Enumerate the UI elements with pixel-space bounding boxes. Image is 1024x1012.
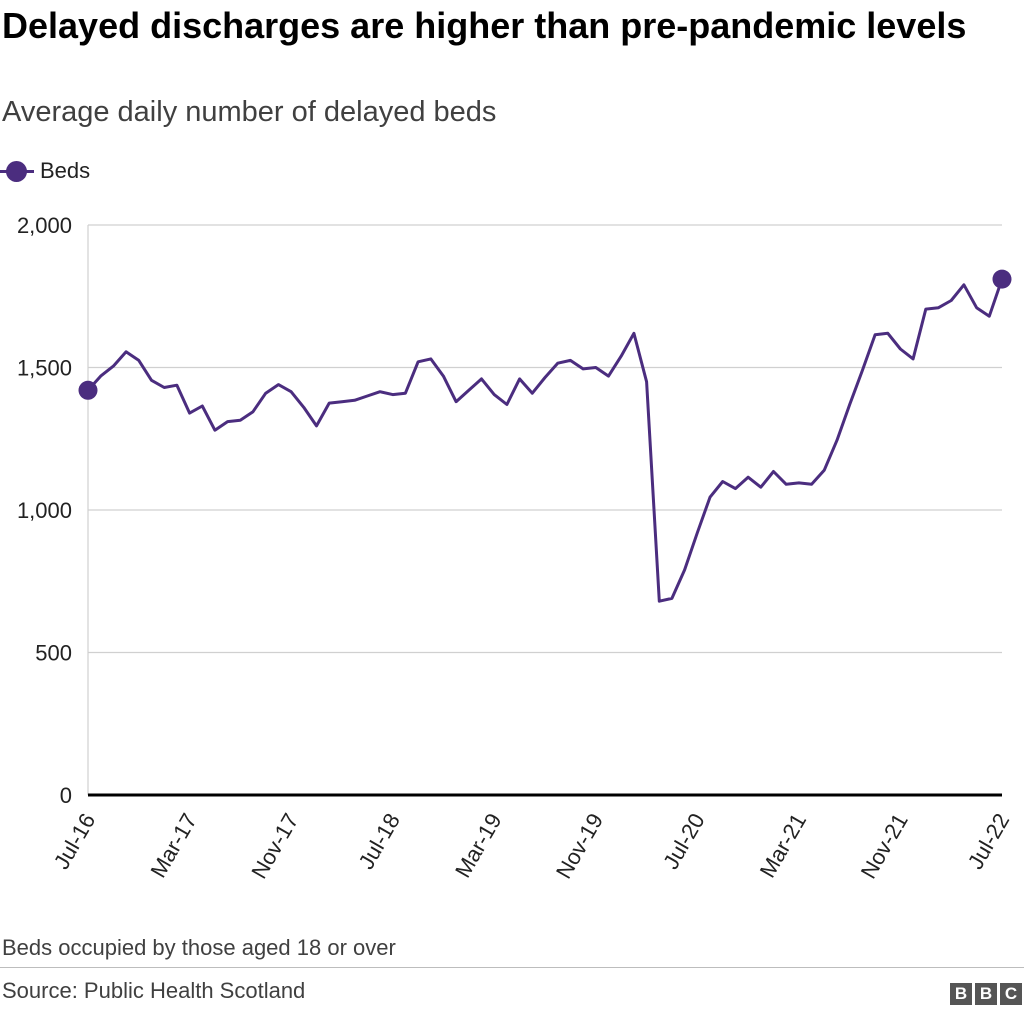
chart-title: Delayed discharges are higher than pre-p… (2, 5, 967, 46)
x-tick-label: Mar-17 (145, 809, 201, 882)
x-tick-label: Jul-18 (353, 809, 405, 873)
y-axis-tick-labels: 0 500 1,000 1,500 2,000 (17, 213, 72, 808)
legend-marker-icon (6, 161, 27, 182)
data-point-marker (78, 380, 98, 400)
y-tick-label: 500 (35, 641, 72, 666)
x-tick-label: Nov-19 (551, 809, 608, 883)
x-tick-label: Mar-19 (450, 809, 506, 882)
x-tick-label: Nov-17 (246, 809, 303, 883)
chart-footnote: Beds occupied by those aged 18 or over (2, 935, 396, 960)
y-tick-label: 0 (60, 783, 72, 808)
gridlines (87, 224, 1002, 795)
y-tick-label: 2,000 (17, 213, 72, 238)
series-markers (78, 269, 1012, 400)
series-line-beds (86, 278, 1004, 603)
x-tick-label: Nov-21 (856, 809, 913, 883)
bbc-logo: B B C (950, 983, 1022, 1005)
x-tick-label: Jul-22 (963, 809, 1015, 873)
data-point-marker (992, 269, 1012, 289)
chart-source: Source: Public Health Scotland (2, 978, 306, 1003)
footer-divider (0, 967, 1024, 968)
logo-letter: B (950, 983, 972, 1005)
x-tick-label: Jul-16 (49, 809, 101, 873)
logo-letter: C (1000, 983, 1022, 1005)
x-axis-tick-labels: Jul-16 Mar-17 Nov-17 Jul-18 Mar-19 Nov-19 Jul-… (49, 809, 1015, 883)
chart-subtitle: Average daily number of delayed beds (2, 96, 497, 128)
y-tick-label: 1,500 (17, 356, 72, 381)
y-tick-label: 1,000 (17, 498, 72, 523)
logo-letter: B (975, 983, 997, 1005)
legend-label-beds: Beds (40, 158, 91, 183)
x-tick-label: Mar-21 (755, 809, 811, 882)
x-tick-label: Jul-20 (658, 809, 710, 873)
